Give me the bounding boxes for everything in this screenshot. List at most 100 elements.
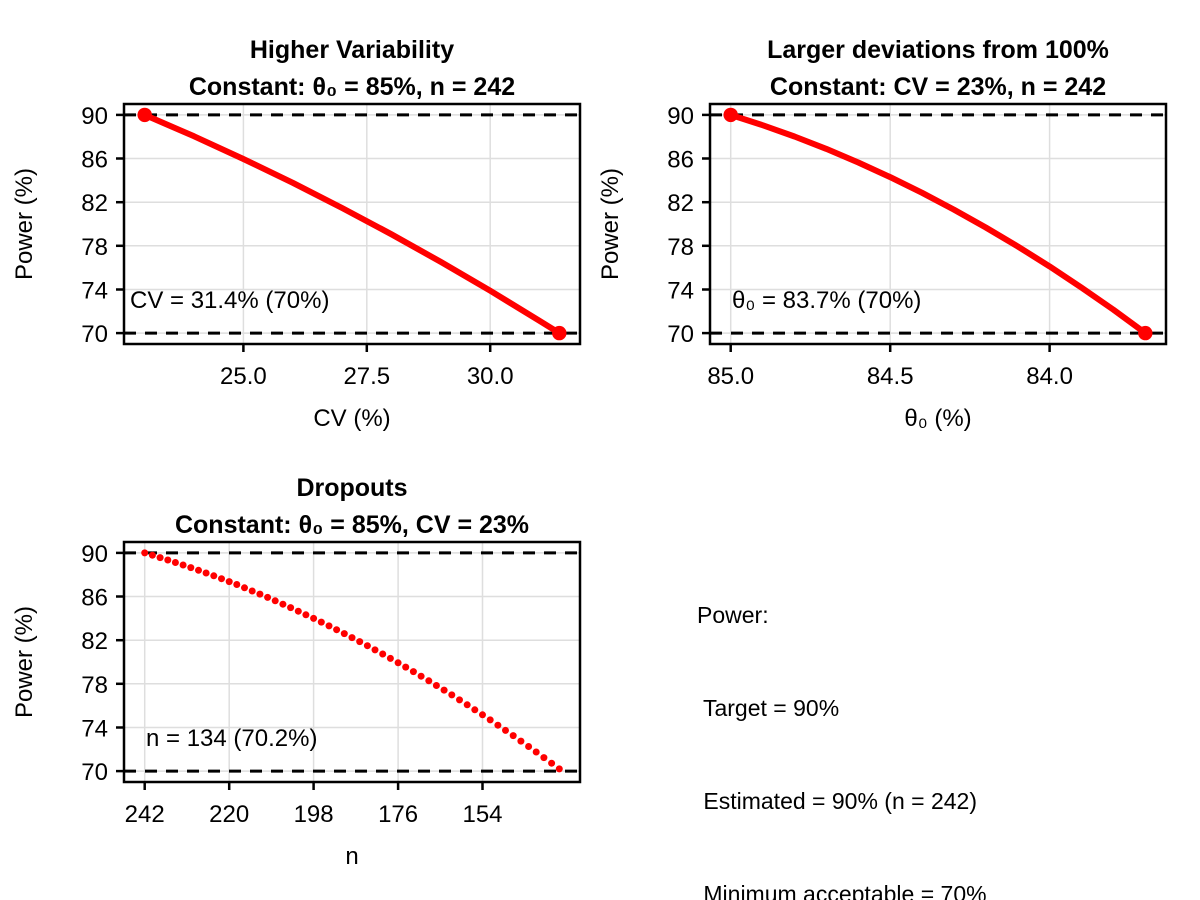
data-point bbox=[241, 584, 248, 592]
data-point bbox=[456, 696, 463, 704]
panel-subtitle: Constant: θ₀ = 85%, CV = 23% bbox=[175, 511, 529, 539]
data-point bbox=[540, 754, 548, 762]
data-point bbox=[517, 737, 525, 745]
data-point bbox=[548, 759, 556, 767]
data-point bbox=[386, 654, 394, 662]
endpoint-marker bbox=[137, 107, 152, 123]
data-point bbox=[409, 668, 417, 676]
panel-border bbox=[122, 540, 582, 784]
data-point bbox=[502, 726, 509, 734]
panel-subtitle: Constant: CV = 23%, n = 242 bbox=[770, 73, 1106, 101]
data-point bbox=[333, 626, 341, 634]
annotation: θ₀ = 83.7% (70%) bbox=[732, 287, 921, 314]
y-tick-label: 74 bbox=[81, 716, 108, 743]
data-point bbox=[218, 575, 225, 583]
summary-line-minimum: Minimum acceptable = 70% bbox=[697, 881, 987, 900]
data-point bbox=[287, 604, 295, 612]
chart-higher-variability: 25.0 27.5 30.0 70 74 78 82 86 90 CV (%) Power (%) H… bbox=[11, 36, 582, 432]
data-point bbox=[233, 581, 241, 588]
data-point bbox=[225, 578, 233, 586]
summary-line-target: Target = 90% bbox=[697, 695, 840, 721]
y-axis-title: Power (%) bbox=[11, 606, 38, 718]
data-point bbox=[279, 600, 287, 608]
x-tick-label: 84.5 bbox=[867, 363, 914, 390]
data-point bbox=[494, 721, 502, 729]
data-point bbox=[363, 642, 371, 650]
data-point bbox=[248, 587, 256, 595]
endpoint-marker bbox=[1138, 325, 1153, 341]
y-tick-label: 78 bbox=[81, 234, 108, 261]
panel-border bbox=[122, 102, 582, 346]
data-point bbox=[463, 701, 471, 709]
summary-text-block: Power: Target = 90% Estimated = 90% (n =… bbox=[697, 538, 1023, 900]
x-tick-label: 176 bbox=[378, 801, 418, 828]
y-tick-label: 74 bbox=[81, 278, 108, 305]
y-tick-label: 90 bbox=[81, 103, 108, 130]
quadrant-larger-deviations: 85.0 84.5 84.0 70 74 78 82 86 90 θ₀ (%) Power (%) L… bbox=[600, 0, 1200, 450]
power-curve bbox=[727, 111, 1149, 337]
y-tick-label: 70 bbox=[81, 759, 108, 786]
data-point bbox=[448, 691, 456, 699]
data-point bbox=[479, 711, 486, 719]
data-point bbox=[555, 765, 563, 773]
power-curve bbox=[141, 111, 563, 337]
data-point bbox=[379, 650, 387, 658]
y-axis-title: Power (%) bbox=[11, 168, 38, 280]
data-point bbox=[141, 549, 149, 557]
endpoint-marker bbox=[552, 325, 567, 341]
y-tick-label: 70 bbox=[667, 321, 694, 348]
data-point bbox=[532, 748, 540, 756]
x-tick-label: 85.0 bbox=[707, 363, 754, 390]
x-tick-label: 27.5 bbox=[343, 363, 390, 390]
endpoint-marker bbox=[723, 107, 738, 123]
y-tick-label: 78 bbox=[81, 672, 108, 699]
data-point bbox=[325, 622, 333, 630]
data-point bbox=[179, 561, 187, 569]
data-point bbox=[256, 590, 264, 598]
summary-line-power-header: Power: bbox=[697, 602, 769, 628]
data-point bbox=[302, 611, 310, 619]
x-axis-title: n bbox=[345, 843, 358, 870]
panel-subtitle: Constant: θ₀ = 85%, n = 242 bbox=[189, 73, 515, 101]
y-tick-label: 74 bbox=[667, 278, 694, 305]
x-tick-label: 198 bbox=[294, 801, 334, 828]
chart-larger-deviations: 85.0 84.5 84.0 70 74 78 82 86 90 θ₀ (%) Power (%) L… bbox=[600, 36, 1168, 432]
y-tick-label: 70 bbox=[81, 321, 108, 348]
annotation: n = 134 (70.2%) bbox=[146, 725, 317, 752]
chart-dropouts: 242 220 198 176 154 70 74 78 82 86 90 n Power (%) Dro… bbox=[11, 474, 582, 870]
data-point bbox=[317, 618, 325, 626]
y-tick-label: 82 bbox=[81, 628, 108, 655]
data-point bbox=[187, 564, 195, 572]
data-point bbox=[356, 638, 364, 646]
data-point bbox=[148, 551, 156, 559]
y-tick-label: 86 bbox=[667, 147, 694, 174]
y-tick-label: 90 bbox=[81, 541, 108, 568]
x-tick-label: 220 bbox=[209, 801, 249, 828]
data-point bbox=[195, 566, 202, 574]
summary-line-estimated: Estimated = 90% (n = 242) bbox=[697, 788, 977, 814]
data-point bbox=[294, 607, 302, 615]
data-point bbox=[271, 597, 279, 605]
y-tick-label: 82 bbox=[81, 190, 108, 217]
data-point bbox=[340, 630, 348, 638]
data-point bbox=[417, 672, 425, 680]
data-point bbox=[202, 569, 210, 577]
y-tick-label: 86 bbox=[81, 585, 108, 612]
x-axis-title: θ₀ (%) bbox=[904, 405, 971, 432]
panel-title: Higher Variability bbox=[250, 36, 454, 64]
annotation: CV = 31.4% (70%) bbox=[130, 287, 329, 314]
data-point bbox=[440, 686, 448, 694]
x-axis-title: CV (%) bbox=[313, 405, 390, 432]
data-point bbox=[509, 732, 517, 740]
x-tick-label: 30.0 bbox=[467, 363, 514, 390]
quadrant-higher-variability: 25.0 27.5 30.0 70 74 78 82 86 90 CV (%) Power (%) H… bbox=[0, 0, 600, 450]
panel-title: Dropouts bbox=[296, 474, 407, 502]
data-point bbox=[432, 682, 440, 689]
x-tick-label: 154 bbox=[462, 801, 502, 828]
data-point bbox=[425, 677, 433, 685]
data-point bbox=[394, 659, 402, 667]
data-point bbox=[210, 572, 218, 580]
data-point bbox=[371, 646, 379, 654]
data-point bbox=[310, 614, 318, 622]
